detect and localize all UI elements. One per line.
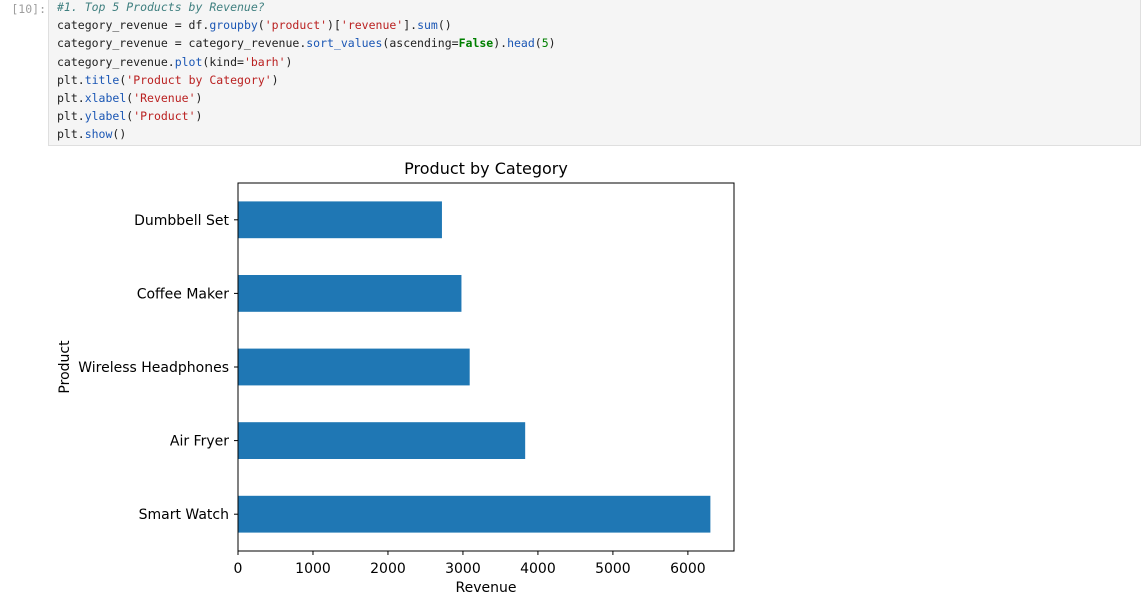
code-token: plt. — [57, 127, 85, 142]
code-token: category_revenue = df. — [57, 18, 210, 33]
code-token: ylabel — [84, 109, 127, 124]
code-token: 'barh' — [243, 54, 286, 69]
code-line: category_revenue = category_revenue.sort… — [57, 34, 556, 52]
code-token: ( — [126, 109, 134, 124]
code-token: ) — [548, 36, 556, 51]
code-token: title — [84, 72, 120, 87]
chart-title: Product by Category — [404, 159, 568, 178]
code-token: plot — [174, 54, 203, 69]
code-token: head — [507, 36, 535, 51]
x-tick-label: 6000 — [670, 561, 706, 577]
code-token: sum — [417, 18, 438, 33]
cell-prompt: [10]: — [11, 2, 46, 16]
bar — [238, 422, 526, 459]
code-token: groupby — [209, 18, 258, 33]
code-token: 'Revenue' — [133, 90, 196, 105]
plot-frame — [237, 182, 735, 552]
y-tick-label: Wireless Headphones — [78, 360, 229, 376]
code-token: ) — [285, 54, 293, 69]
code-token: ]. — [403, 18, 418, 33]
code-token: sort_values — [306, 36, 383, 51]
code-token: ). — [493, 36, 508, 51]
code-token: 'revenue' — [340, 18, 404, 33]
y-axis-label: Product — [57, 340, 73, 394]
cell-output: Smart Watch Air Fryer Wireless Headphones C… — [48, 150, 1141, 605]
x-tick-label: 2000 — [370, 561, 406, 577]
bar — [238, 348, 470, 386]
code-cell[interactable]: #1. Top 5 Products by Revenue? category_r… — [48, 0, 1141, 146]
y-tick-label: Dumbbell Set — [134, 213, 229, 229]
code-token: plt. — [57, 90, 85, 105]
x-tick-label: 4000 — [520, 561, 556, 577]
y-tick-label: Smart Watch — [139, 507, 229, 523]
x-axis-label: Revenue — [456, 580, 517, 596]
code-token: xlabel — [84, 90, 127, 105]
bar — [238, 495, 711, 533]
code-line: plt.ylabel('Product') — [57, 107, 556, 125]
code-token: ) — [271, 72, 279, 87]
code-token: ( — [534, 36, 542, 51]
code-token: False — [458, 36, 494, 51]
code-token: )[ — [327, 18, 341, 33]
x-tick-label: 1000 — [295, 561, 331, 577]
code-token: (ascending= — [382, 36, 459, 51]
code-token: 'Product' — [133, 109, 196, 124]
code-token: ( — [119, 72, 127, 87]
code-token: (kind= — [202, 54, 244, 69]
code-token: () — [437, 18, 452, 33]
x-tick-label: 0 — [234, 561, 243, 577]
code-token: ( — [257, 18, 265, 33]
bar — [238, 275, 462, 312]
code-token: 'Product by Category' — [126, 72, 272, 87]
code-token: plt. — [57, 109, 85, 124]
code-token: 'product' — [264, 18, 328, 33]
code-token: ( — [126, 90, 134, 105]
code-token: 5 — [541, 36, 549, 51]
y-tick-label: Air Fryer — [170, 434, 229, 450]
bar-chart: Smart Watch Air Fryer Wireless Headphones C… — [57, 159, 735, 596]
x-tick-label: 3000 — [445, 561, 481, 577]
code-token: category_revenue. — [57, 54, 175, 69]
code-token: () — [112, 127, 127, 142]
code-token: plt. — [57, 72, 85, 87]
code-line: plt.title('Product by Category') — [57, 71, 556, 89]
code-token: ) — [195, 90, 203, 105]
code-editor[interactable]: #1. Top 5 Products by Revenue? category_r… — [57, 0, 556, 144]
code-token: #1. Top 5 Products by Revenue? — [57, 0, 265, 14]
x-tick-label: 5000 — [595, 561, 631, 577]
code-token: show — [84, 127, 113, 142]
code-token: ) — [195, 109, 203, 124]
code-line: #1. Top 5 Products by Revenue? — [57, 0, 556, 16]
bar — [238, 201, 442, 239]
y-tick-label: Coffee Maker — [137, 286, 230, 302]
code-line: category_revenue.plot(kind='barh') — [57, 53, 556, 71]
code-token: category_revenue = category_revenue. — [57, 36, 307, 51]
code-line: plt.show() — [57, 125, 556, 143]
code-line: category_revenue = df.groupby('product')… — [57, 16, 556, 34]
code-line: plt.xlabel('Revenue') — [57, 89, 556, 107]
